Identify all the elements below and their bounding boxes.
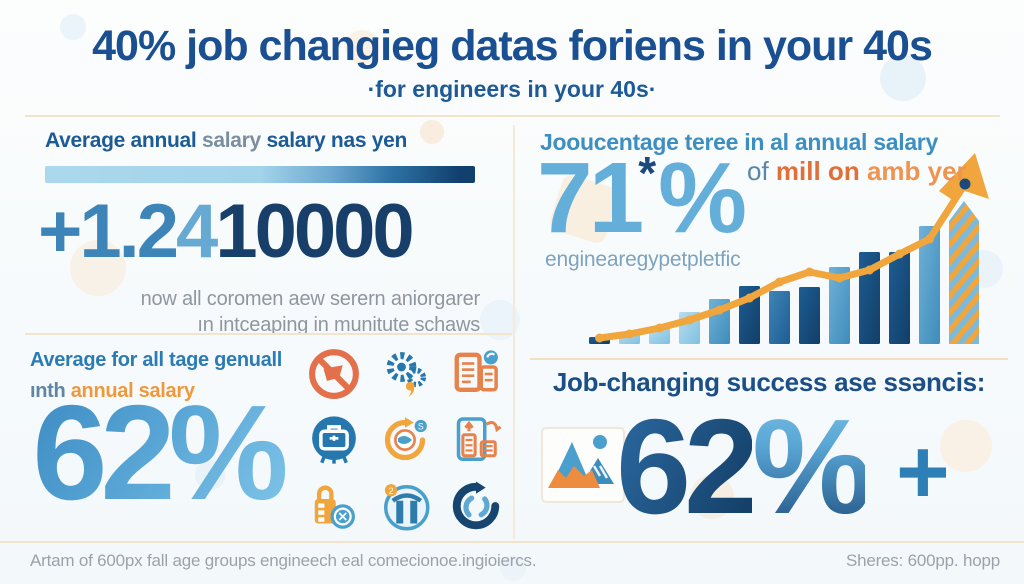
gate-icon: 2 bbox=[383, 484, 430, 531]
heading-text: Average for all tage genuall bbox=[30, 349, 283, 371]
documents-icon bbox=[454, 350, 498, 392]
success-rate-heading: Job-changing success ase ssəncis: bbox=[552, 367, 986, 397]
page-title: 40% job changieg datas foriens in your 4… bbox=[92, 22, 933, 70]
heading-accent-text: annual salary bbox=[71, 380, 195, 402]
asterisk-mark: * bbox=[638, 147, 657, 199]
briefcase-icon bbox=[312, 416, 357, 464]
heading-text: salary bbox=[201, 129, 261, 152]
header-divider bbox=[25, 115, 1000, 117]
right-percent-caption: enginearegypetpletfic bbox=[545, 248, 741, 271]
svg-text:S: S bbox=[418, 422, 424, 432]
success-percent-value: 62% bbox=[616, 398, 872, 536]
column-divider bbox=[513, 125, 515, 539]
salary-note: now all coromen aew serern aniorgarer ın… bbox=[140, 286, 481, 338]
left-salary-heading: Average annual salary salary nas yen bbox=[45, 129, 407, 153]
heading-text: Average annual bbox=[45, 129, 197, 152]
of-million-label: of mill on amb yer bbox=[747, 156, 967, 187]
chart-bars bbox=[589, 226, 940, 344]
right-section-divider bbox=[530, 358, 1008, 360]
salary-growth-chart bbox=[583, 147, 1013, 352]
percent-digits: 71 bbox=[537, 142, 644, 254]
footer-note-left: Artam of 600px fall age groups engineech… bbox=[30, 551, 537, 570]
topic-icon-grid: S 2 bbox=[299, 341, 511, 539]
left-section-divider bbox=[25, 333, 512, 335]
plus-mark: + bbox=[896, 421, 950, 523]
salary-note-line2: ın intceaping in munitute schaws bbox=[197, 314, 480, 336]
salary-gradient-bar bbox=[45, 166, 475, 183]
svg-text:2: 2 bbox=[389, 486, 394, 496]
bar-line-chart bbox=[589, 153, 989, 344]
of-text: of bbox=[747, 156, 769, 186]
accent-bold-text: mill on bbox=[775, 156, 860, 186]
striped-arrow-column bbox=[949, 201, 979, 344]
no-entry-icon bbox=[309, 349, 360, 399]
amount-mid: 4 bbox=[176, 189, 218, 274]
success-rate-row: 62% + bbox=[528, 398, 1010, 538]
amount-main: +1.2 bbox=[38, 189, 179, 274]
footer-divider bbox=[0, 541, 1024, 543]
salary-note-line1: now all coromen aew serern aniorgarer bbox=[140, 288, 481, 310]
amount-tail: 10000 bbox=[215, 189, 414, 274]
percent-sign: % bbox=[658, 142, 747, 254]
right-percent-value: 71*% bbox=[537, 147, 747, 248]
gears-icon bbox=[386, 352, 426, 397]
trend-arrowhead-icon bbox=[939, 153, 989, 199]
currency-cycle-icon bbox=[452, 481, 499, 530]
percent-sign: % bbox=[168, 377, 282, 528]
heading-text: ınth bbox=[30, 380, 66, 402]
salary-amount: +1.2410000 bbox=[38, 188, 488, 275]
footer-note-right: Sheres: 600pp. hopp bbox=[845, 551, 1000, 570]
right-salary-heading: Jooucentage teree in al annual salary bbox=[540, 129, 938, 155]
globe-sync-icon: S bbox=[384, 417, 427, 461]
chart-trend-line bbox=[595, 178, 971, 343]
left-percent-value: 62% bbox=[12, 384, 302, 522]
percent-digits: 62 bbox=[32, 377, 169, 528]
lock-coin-icon bbox=[315, 485, 356, 529]
file-transfer-icon bbox=[456, 417, 502, 461]
mountain-chart-icon bbox=[541, 427, 625, 503]
percent-sign: % bbox=[752, 391, 872, 542]
percent-digits: 62 bbox=[616, 391, 759, 542]
page-subtitle: ·for engineers in your 40s· bbox=[367, 76, 657, 102]
heading-text: salary nas yen bbox=[266, 129, 408, 152]
left-percent-heading: Average for all tage genuall ınth annual… bbox=[30, 345, 282, 407]
accent-light-text: amb yer bbox=[866, 156, 967, 186]
